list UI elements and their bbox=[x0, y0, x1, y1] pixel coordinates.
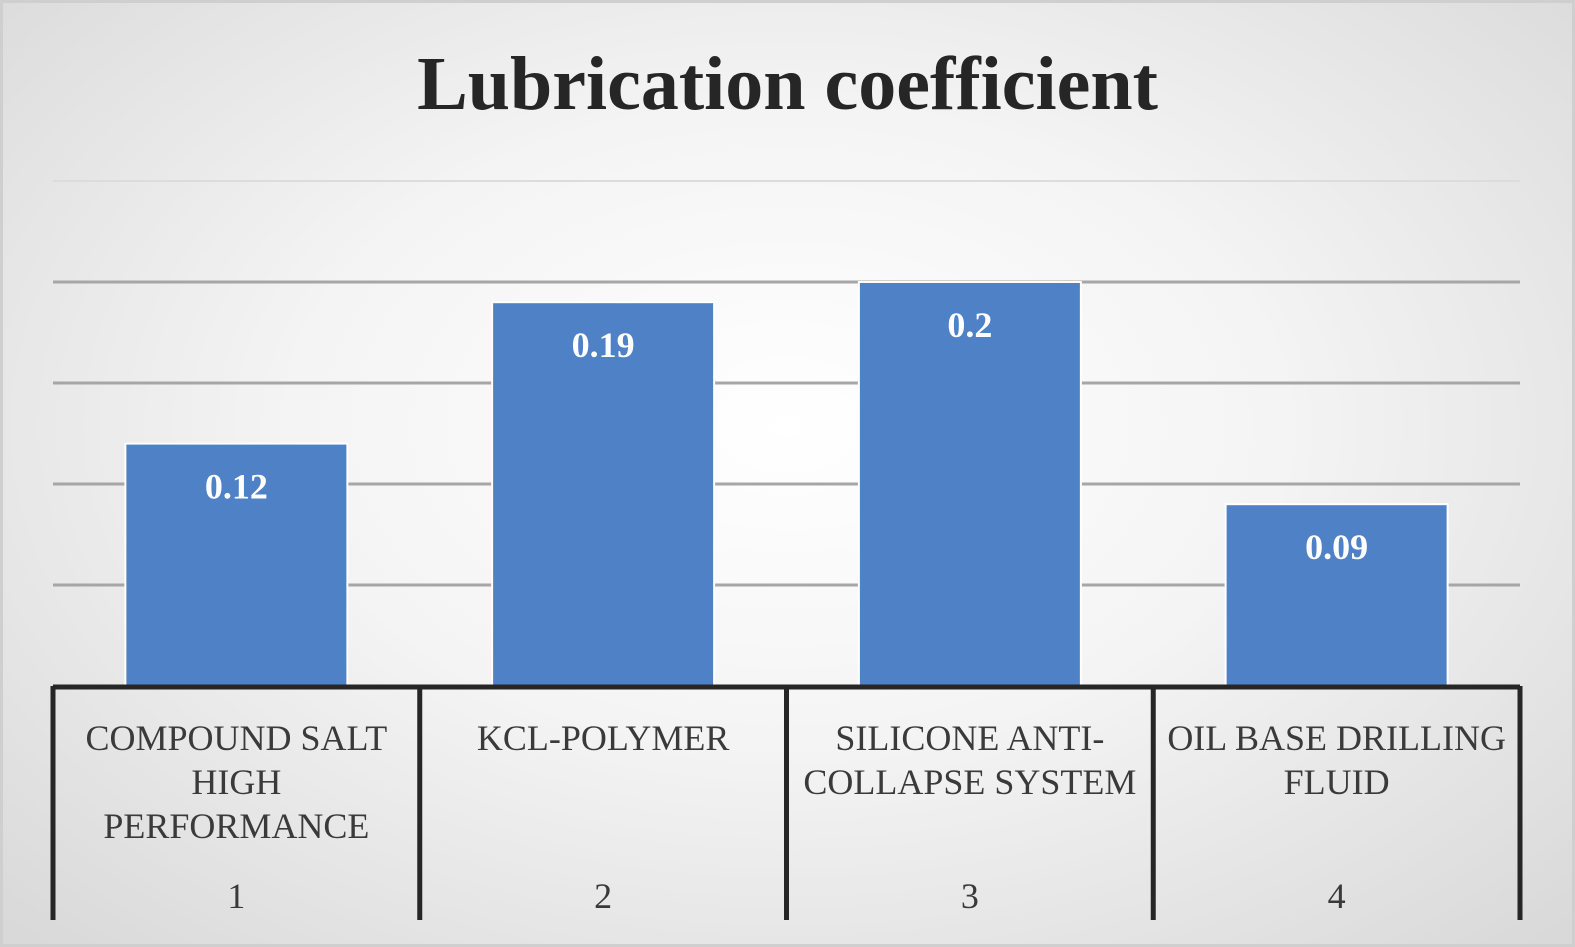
category-index-label: 3 bbox=[960, 876, 979, 916]
category-label: COMPOUND SALT HIGH PERFORMANCE bbox=[85, 718, 388, 846]
data-label: 0.19 bbox=[572, 325, 635, 365]
category-label: SILICONE ANTI-COLLAPSE SYSTEM bbox=[803, 718, 1137, 802]
bar bbox=[124, 442, 349, 687]
data-label: 0.2 bbox=[947, 305, 992, 345]
category-index-label: 4 bbox=[1327, 876, 1346, 916]
category-index-label: 2 bbox=[594, 876, 613, 916]
data-label: 0.09 bbox=[1305, 527, 1368, 567]
data-label: 0.12 bbox=[205, 467, 268, 507]
chart-plot-area: 0.12 0.19 0.2 0.09 bbox=[50, 180, 1523, 920]
bar bbox=[1224, 503, 1449, 688]
bar bbox=[857, 281, 1082, 687]
category-label: OIL BASE DRILLING FLUID bbox=[1167, 718, 1506, 802]
chart-title: Lubrication coefficient bbox=[417, 42, 1158, 126]
bar bbox=[491, 301, 716, 687]
category-index-label: 1 bbox=[227, 876, 246, 916]
category-label: KCL-POLYMER bbox=[476, 718, 730, 758]
